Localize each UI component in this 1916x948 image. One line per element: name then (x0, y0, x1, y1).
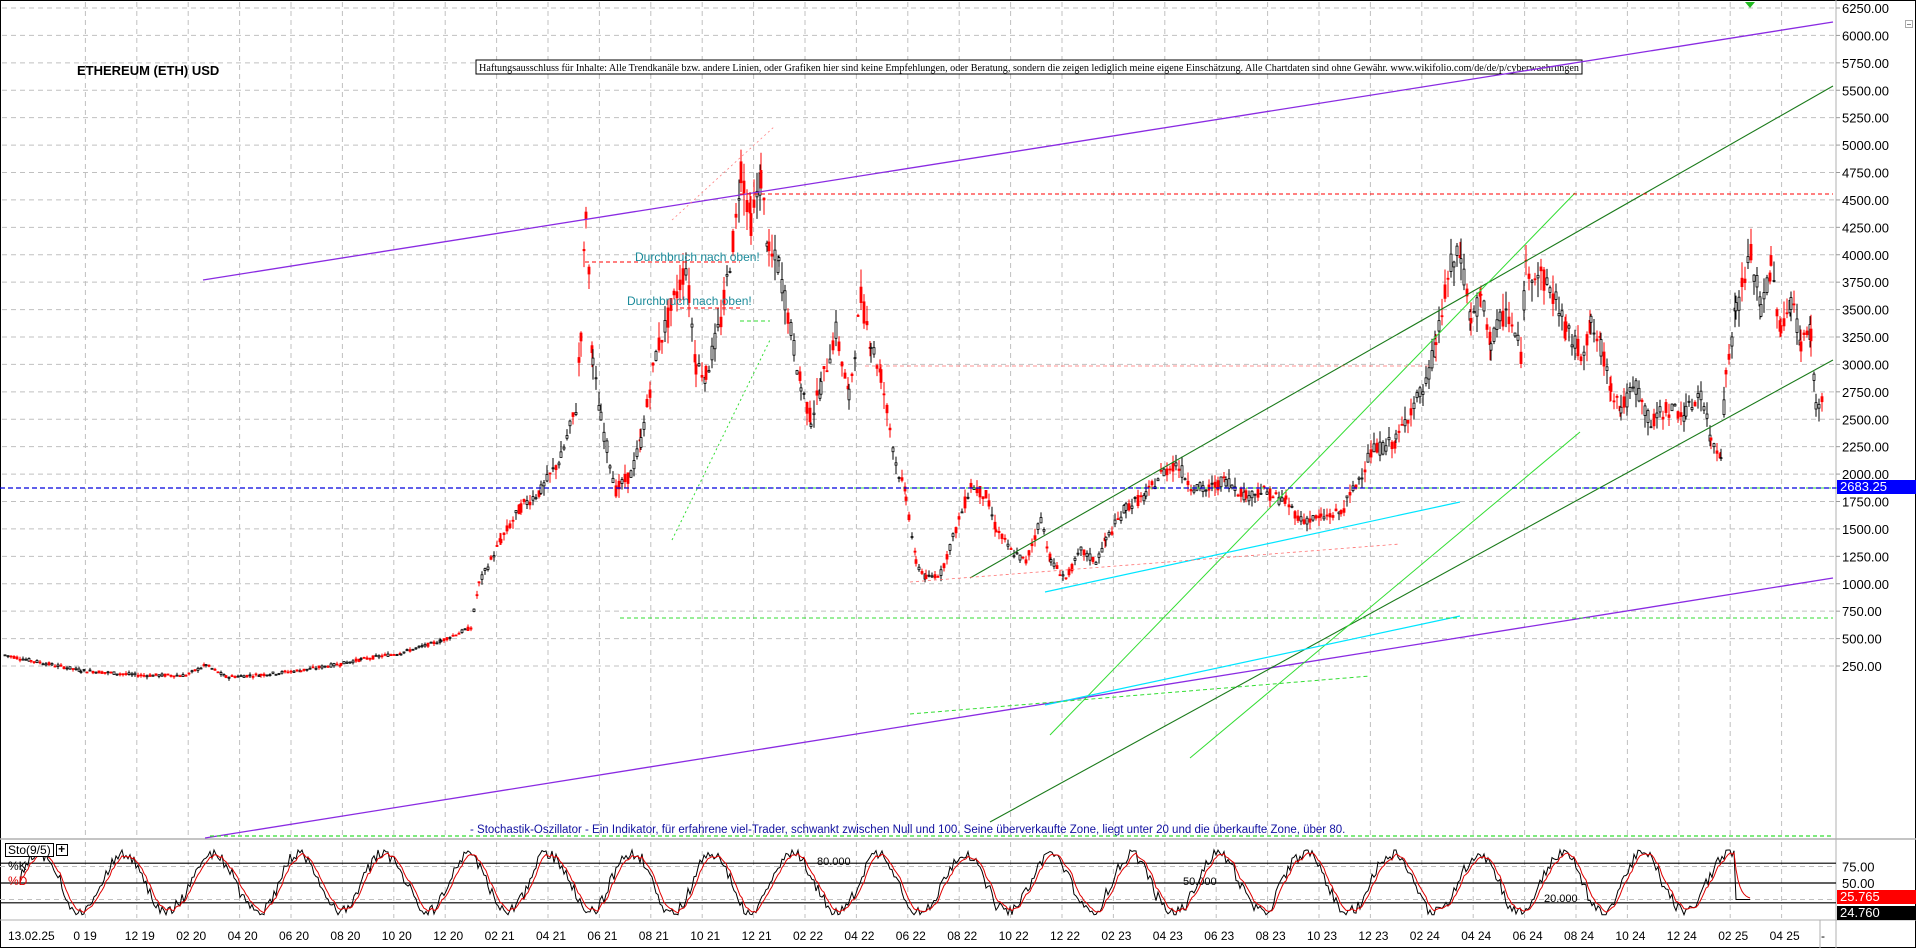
lower-channel-line[interactable] (204, 577, 1834, 839)
y-tick-label: 4750.00 (1842, 166, 1889, 181)
collapse-panel-button[interactable] (1905, 20, 1913, 28)
stoch-axis-label: 75.00 (1842, 860, 1875, 875)
x-tick-label: 04 24 (1461, 929, 1491, 943)
stoch-level-label: 80.000 (817, 856, 851, 868)
stoch-d-value-tag: 25.765 (1837, 890, 1916, 904)
x-tick-label: 08 20 (330, 929, 360, 943)
x-tick-label: 12 24 (1667, 929, 1697, 943)
y-tick-label: 4000.00 (1842, 248, 1889, 263)
y-tick-label: 5250.00 (1842, 111, 1889, 126)
legend-k: %K (8, 859, 27, 873)
x-tick-label: 02 23 (1101, 929, 1131, 943)
x-tick-label: 08 21 (639, 929, 669, 943)
indicator-header: Sto(9/5) + (5, 843, 68, 857)
y-tick-label: 6000.00 (1842, 28, 1889, 43)
stoch-d-line (19, 851, 1751, 914)
resistance-line-4[interactable] (909, 543, 1401, 583)
breakout-annotation-2: Durchbruch nach oben! (627, 294, 752, 308)
y-tick-label: 5500.00 (1842, 83, 1889, 98)
y-tick-label: 2750.00 (1842, 385, 1889, 400)
stoch-axis-label: 50.00 (1842, 876, 1875, 891)
x-tick-label: 13.02.25 (8, 929, 55, 943)
y-tick-label: 2250.00 (1842, 440, 1889, 455)
x-tick-label: 08 22 (947, 929, 977, 943)
y-tick-label: 500.00 (1842, 632, 1882, 647)
x-tick-label: 10 22 (999, 929, 1029, 943)
legend-d: %D (8, 874, 28, 888)
x-tick-label: 06 23 (1204, 929, 1234, 943)
x-tick-label: 08 24 (1564, 929, 1594, 943)
y-tick-label: 2500.00 (1842, 412, 1889, 427)
stochastic-note: - Stochastik-Oszillator - Ein Indikator,… (470, 824, 1345, 836)
y-tick-label: 250.00 (1842, 659, 1882, 674)
x-tick-label: 10 23 (1307, 929, 1337, 943)
x-tick-label: 02 25 (1718, 929, 1748, 943)
x-tick-label: 06 21 (587, 929, 617, 943)
stoch-level-label: 20.000 (1544, 893, 1578, 905)
y-tick-label: 1750.00 (1842, 495, 1889, 510)
y-tick-label: 5750.00 (1842, 56, 1889, 71)
x-tick-label: 02 21 (485, 929, 515, 943)
x-tick-label: 02 22 (793, 929, 823, 943)
x-tick-label: 06 20 (279, 929, 309, 943)
x-tick-label: 02 24 (1410, 929, 1440, 943)
y-tick-label: 6250.00 (1842, 1, 1889, 16)
x-tick-label: 04 22 (844, 929, 874, 943)
y-tick-label: 3500.00 (1842, 303, 1889, 318)
disclaimer-box (475, 59, 1583, 75)
x-tick-label: - (1821, 929, 1825, 943)
disclaimer-text: Haftungsausschluss für Inhalte: Alle Tre… (479, 63, 1579, 74)
y-tick-label: 1250.00 (1842, 549, 1889, 564)
support-line-1100[interactable] (909, 675, 1371, 715)
dark-green-lower-trendline[interactable] (989, 359, 1834, 823)
x-tick-label: 06 24 (1513, 929, 1543, 943)
x-tick-label: 10 24 (1615, 929, 1645, 943)
add-indicator-button[interactable]: + (55, 843, 68, 856)
signal-arrow-icon (1745, 2, 1755, 8)
x-tick-label: 10 21 (690, 929, 720, 943)
x-tick-label: 0 19 (73, 929, 97, 943)
stoch-level-label: 50.000 (1183, 876, 1217, 888)
stoch-k-value-tag: 24.760 (1837, 906, 1916, 920)
x-tick-label: 12 21 (742, 929, 772, 943)
y-tick-label: 4500.00 (1842, 193, 1889, 208)
y-tick-label: 2000.00 (1842, 467, 1889, 482)
y-tick-label: 3750.00 (1842, 275, 1889, 290)
x-tick-label: 02 20 (176, 929, 206, 943)
y-tick-label: 5000.00 (1842, 138, 1889, 153)
x-tick-label: 04 21 (536, 929, 566, 943)
x-tick-label: 12 19 (125, 929, 155, 943)
y-tick-label: 1500.00 (1842, 522, 1889, 537)
indicator-name[interactable]: Sto(9/5) (5, 843, 54, 857)
x-tick-label: 08 23 (1256, 929, 1286, 943)
support-trend-dotted[interactable] (671, 339, 771, 541)
x-tick-label: 10 20 (382, 929, 412, 943)
breakout-annotation-1: Durchbruch nach oben! (635, 250, 760, 264)
dark-green-upper-trendline[interactable] (969, 85, 1834, 579)
chart-title: ETHEREUM (ETH) USD (77, 63, 219, 78)
y-tick-label: 4250.00 (1842, 220, 1889, 235)
x-tick-label: 04 25 (1770, 929, 1800, 943)
y-tick-label: 3250.00 (1842, 330, 1889, 345)
y-tick-label: 750.00 (1842, 604, 1882, 619)
y-tick-label: 1000.00 (1842, 577, 1889, 592)
cyan-trendline-upper[interactable] (1044, 501, 1461, 593)
candlesticks (3, 149, 1824, 681)
x-tick-label: 04 23 (1153, 929, 1183, 943)
light-green-trendline-2[interactable] (1189, 431, 1581, 759)
y-tick-label: 3000.00 (1842, 357, 1889, 372)
x-tick-label: 12 20 (433, 929, 463, 943)
x-tick-label: 06 22 (896, 929, 926, 943)
x-tick-label: 12 22 (1050, 929, 1080, 943)
current-price-tag: 2683.25 (1837, 480, 1916, 494)
light-green-trendline-1[interactable] (1049, 192, 1576, 736)
upper-channel-line[interactable] (202, 21, 1834, 281)
rally-trend-line[interactable] (671, 125, 776, 221)
x-tick-label: 12 23 (1358, 929, 1388, 943)
x-tick-label: 04 20 (228, 929, 258, 943)
cyan-trendline-lower[interactable] (1044, 615, 1461, 706)
